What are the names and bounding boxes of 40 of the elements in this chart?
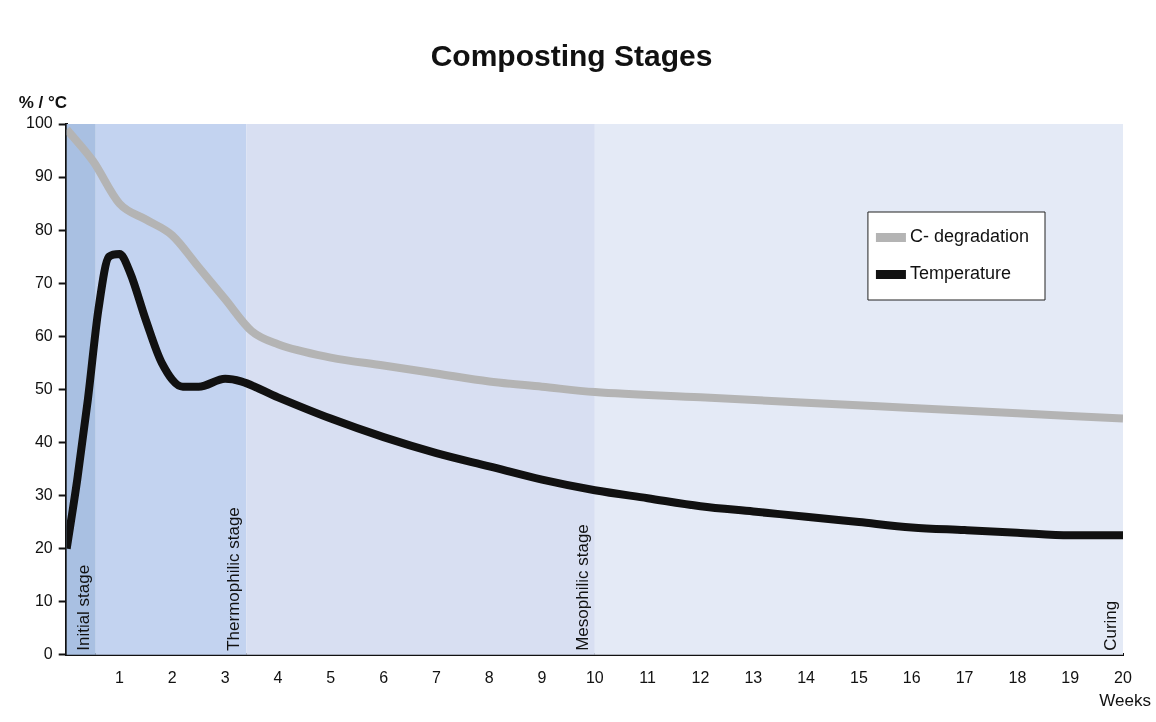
x-tick-label: 17 <box>955 668 974 686</box>
x-tick-label: 2 <box>167 668 177 686</box>
x-tick-label: 20 <box>1114 668 1132 686</box>
band-label: Thermophilic stage <box>224 507 244 651</box>
x-tick-label: 19 <box>1061 668 1080 686</box>
legend-label: C- degradation <box>909 225 1029 246</box>
x-tick-label: 11 <box>639 668 657 686</box>
x-axis-title: Weeks <box>1099 690 1151 710</box>
y-tick-label: 10 <box>34 592 53 610</box>
x-tick-label: 7 <box>431 668 441 686</box>
chart-title: Composting Stages <box>430 39 713 73</box>
x-tick-label: 8 <box>484 668 494 686</box>
x-tick-label: 9 <box>537 668 547 686</box>
x-tick-label: 12 <box>691 668 710 686</box>
y-tick-label: 80 <box>34 220 53 238</box>
y-axis-title: % / °C <box>18 93 68 113</box>
x-tick-label: 1 <box>115 668 125 686</box>
x-tick-label: 10 <box>585 668 604 686</box>
x-tick-label: 5 <box>326 668 336 686</box>
band-label: Mesophilic stage <box>573 524 593 651</box>
y-tick-label: 40 <box>34 432 53 450</box>
band-label: Initial stage <box>73 564 93 651</box>
x-tick-label: 18 <box>1008 668 1027 686</box>
y-tick-label: 70 <box>34 273 53 291</box>
band-label: Curing <box>1101 600 1121 651</box>
x-tick-label: 15 <box>850 668 868 686</box>
x-tick-label: 4 <box>273 668 283 686</box>
y-tick-label: 90 <box>34 167 53 185</box>
x-tick-label: 16 <box>902 668 921 686</box>
y-tick-label: 20 <box>34 539 53 557</box>
y-tick-label: 60 <box>34 326 53 344</box>
y-tick-label: 30 <box>34 485 53 503</box>
y-tick-label: 0 <box>43 645 53 663</box>
legend-label: Temperature <box>909 262 1011 283</box>
x-tick-label: 13 <box>744 668 763 686</box>
y-tick-label: 100 <box>25 114 53 132</box>
x-tick-label: 3 <box>220 668 230 686</box>
y-tick-label: 50 <box>34 379 53 397</box>
x-tick-label: 14 <box>797 668 816 686</box>
x-tick-label: 6 <box>379 668 389 686</box>
